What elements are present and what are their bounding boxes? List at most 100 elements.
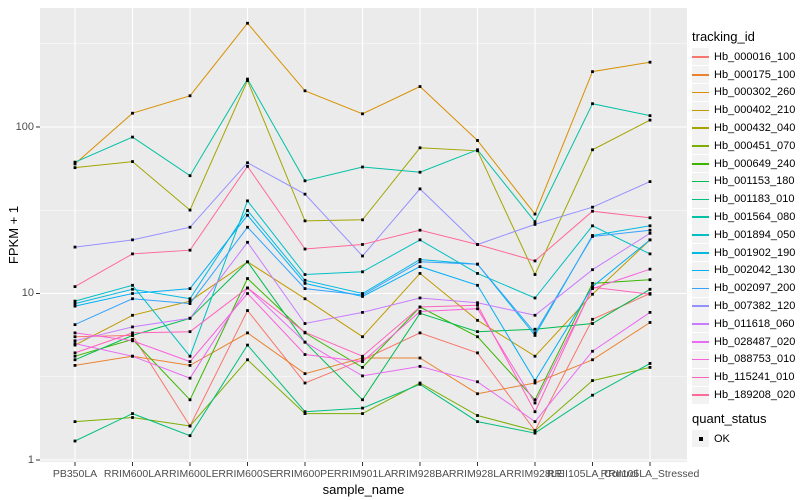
data-point (246, 79, 249, 82)
legend-key-line (692, 394, 709, 396)
data-point (361, 398, 364, 402)
data-point (131, 325, 134, 329)
data-point (648, 118, 652, 122)
data-point (131, 297, 134, 301)
legend-key-line (692, 73, 709, 76)
data-point (303, 372, 307, 376)
legend-key-line (692, 162, 709, 165)
data-point (188, 302, 192, 305)
legend-item: Hb_001894_050 (692, 226, 798, 244)
data-point (648, 287, 652, 291)
data-point (476, 307, 479, 311)
data-point (131, 252, 134, 256)
data-point (361, 412, 364, 415)
data-point (533, 429, 537, 433)
data-point (246, 77, 249, 81)
legend-key-line (692, 251, 709, 254)
data-point (418, 331, 422, 335)
data-point (591, 102, 594, 106)
x-tick-label: RRIM600SE (218, 468, 277, 480)
legend-key (692, 244, 709, 262)
legend-key (692, 386, 709, 404)
legend-key-line (692, 305, 709, 307)
data-point (188, 330, 192, 334)
x-tick-label: RRIM600LE (161, 468, 219, 480)
data-point (131, 135, 134, 139)
legend-item-label: Hb_001564_080 (714, 211, 796, 224)
data-point (648, 228, 652, 232)
data-point (188, 297, 192, 301)
data-point (418, 187, 422, 191)
legend-item-label: Hb_000432_040 (714, 122, 796, 135)
data-point (533, 334, 537, 337)
legend-key (692, 190, 709, 208)
legend-item: Hb_000302_260 (692, 83, 798, 102)
data-point (303, 192, 307, 196)
data-point (361, 270, 364, 274)
plot-panel (40, 8, 687, 462)
data-point (591, 70, 594, 74)
data-point (418, 258, 422, 261)
data-point (418, 265, 422, 269)
data-point (476, 414, 479, 417)
legend-key-line (692, 234, 709, 236)
x-tick-label: RRIM928LA (448, 468, 507, 480)
legend-key-line (692, 56, 709, 58)
legend-item: Hb_000432_040 (692, 119, 798, 137)
data-point (648, 292, 652, 296)
data-point (648, 224, 652, 228)
legend-key (692, 101, 709, 119)
legend-panel: tracking_id Hb_000016_100 Hb_000175_100 Hb… (692, 30, 798, 448)
data-point (476, 335, 479, 339)
data-point (73, 166, 77, 170)
data-point (533, 327, 537, 331)
legend-key-line (692, 91, 709, 94)
legend-key-line (692, 180, 709, 183)
legend-key-line (692, 198, 709, 201)
legend-item-label: Hb_007382_120 (714, 300, 796, 313)
data-point (361, 218, 364, 222)
data-point (533, 212, 537, 216)
data-point (73, 162, 77, 166)
data-point (591, 235, 594, 238)
data-point (361, 335, 364, 339)
data-point (246, 164, 249, 168)
legend-item-label: Hb_189208_020 (714, 389, 796, 402)
data-point (303, 219, 307, 223)
legend-key-ok (692, 430, 709, 448)
data-point (591, 317, 594, 321)
data-point (476, 283, 479, 287)
data-point (418, 272, 422, 275)
data-point (476, 301, 479, 305)
data-point (591, 285, 594, 289)
legend-key-line (692, 323, 709, 325)
data-point (303, 410, 307, 414)
legend-item: Hb_000649_240 (692, 155, 798, 173)
data-point (246, 277, 249, 280)
legend-item-label: Hb_088753_010 (714, 353, 796, 366)
data-point (246, 309, 249, 312)
x-tick-label: RRII105LA_Stressed (600, 468, 700, 480)
data-point (246, 21, 249, 25)
legend-items: Hb_000016_100 Hb_000175_100 Hb_000302_260 H… (692, 48, 798, 404)
data-point (188, 434, 192, 438)
data-point (648, 365, 652, 369)
data-point (591, 322, 594, 325)
data-point (246, 209, 249, 212)
legend-key (692, 261, 709, 279)
legend-key-line (692, 376, 709, 379)
legend-item-label: Hb_001902_190 (714, 246, 796, 259)
data-point (131, 331, 134, 335)
legend-item-label: Hb_000016_100 (714, 50, 796, 63)
data-point (648, 238, 652, 242)
data-point (73, 323, 77, 327)
data-point (188, 248, 192, 252)
data-point (188, 287, 192, 291)
data-point (418, 364, 422, 368)
data-point (303, 322, 307, 325)
data-point (188, 225, 192, 229)
legend-item: Hb_001153_180 (692, 172, 798, 191)
legend-key (692, 172, 709, 190)
